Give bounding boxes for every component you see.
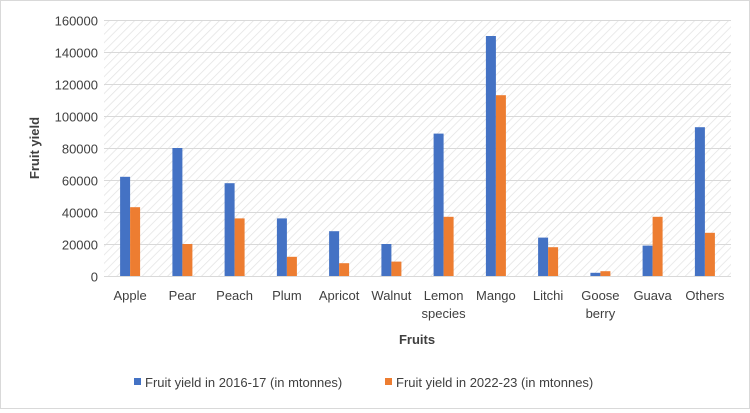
bar-series2 [548, 247, 559, 276]
bar-series1 [642, 245, 653, 276]
bar-series2 [339, 263, 350, 276]
bar-series2 [391, 261, 402, 276]
legend: Fruit yield in 2016-17 (in mtonnes) Fruit… [134, 375, 593, 390]
x-category-label: Pear [169, 288, 197, 303]
y-tick-label: 20000 [62, 238, 98, 253]
bar-series1 [381, 244, 392, 276]
bar-series1 [694, 127, 705, 276]
bar-series1 [433, 133, 444, 276]
bar-series2 [130, 207, 141, 276]
x-category-label: species [422, 306, 467, 321]
y-tick-label: 0 [91, 270, 98, 285]
bar-series1 [590, 272, 601, 276]
bar-series2 [495, 95, 506, 276]
bar-series2 [652, 216, 663, 276]
x-category-label: Mango [476, 288, 516, 303]
legend-label: Fruit yield in 2022-23 (in mtonnes) [396, 375, 593, 390]
x-category-label: Apple [113, 288, 146, 303]
y-tick-label: 60000 [62, 174, 98, 189]
bar-series2 [286, 256, 297, 276]
x-category-label: Litchi [533, 288, 563, 303]
bar-series2 [234, 218, 245, 276]
legend-label: Fruit yield in 2016-17 (in mtonnes) [145, 375, 342, 390]
legend-swatch [385, 378, 392, 385]
y-tick-label: 140000 [55, 46, 98, 61]
y-axis-title: Fruit yield [27, 117, 42, 179]
x-category-label: Plum [272, 288, 302, 303]
x-category-label: berry [586, 306, 616, 321]
legend-swatch [134, 378, 141, 385]
bar-series1 [538, 237, 549, 276]
x-category-label: Goose [581, 288, 619, 303]
x-category-label: Guava [633, 288, 672, 303]
bar-series2 [600, 271, 611, 276]
x-category-label: Others [685, 288, 725, 303]
y-tick-label: 160000 [55, 14, 98, 29]
bar-series2 [704, 232, 715, 276]
bars [120, 36, 715, 276]
bar-series1 [224, 183, 235, 276]
y-tick-label: 100000 [55, 110, 98, 125]
y-tick-label: 40000 [62, 206, 98, 221]
bar-series1 [172, 148, 183, 276]
x-category-label: Apricot [319, 288, 360, 303]
x-axis-title: Fruits [399, 332, 435, 347]
bar-series2 [443, 216, 454, 276]
bar-series1 [485, 36, 496, 276]
x-category-label: Lemon [424, 288, 464, 303]
y-tick-label: 80000 [62, 142, 98, 157]
x-axis-categories: Apple Pear Peach Plum Apricot Walnut Lemon spec… [113, 288, 724, 321]
bar-series1 [120, 176, 131, 276]
gridlines [104, 20, 731, 277]
y-tick-label: 120000 [55, 78, 98, 93]
y-axis-ticks: 0 20000 40000 60000 80000 100000 120000 140000 1… [55, 14, 98, 285]
x-category-label: Walnut [371, 288, 411, 303]
bar-series1 [276, 218, 287, 276]
bar-series2 [182, 244, 193, 276]
bar-series1 [329, 231, 340, 276]
x-category-label: Peach [216, 288, 253, 303]
